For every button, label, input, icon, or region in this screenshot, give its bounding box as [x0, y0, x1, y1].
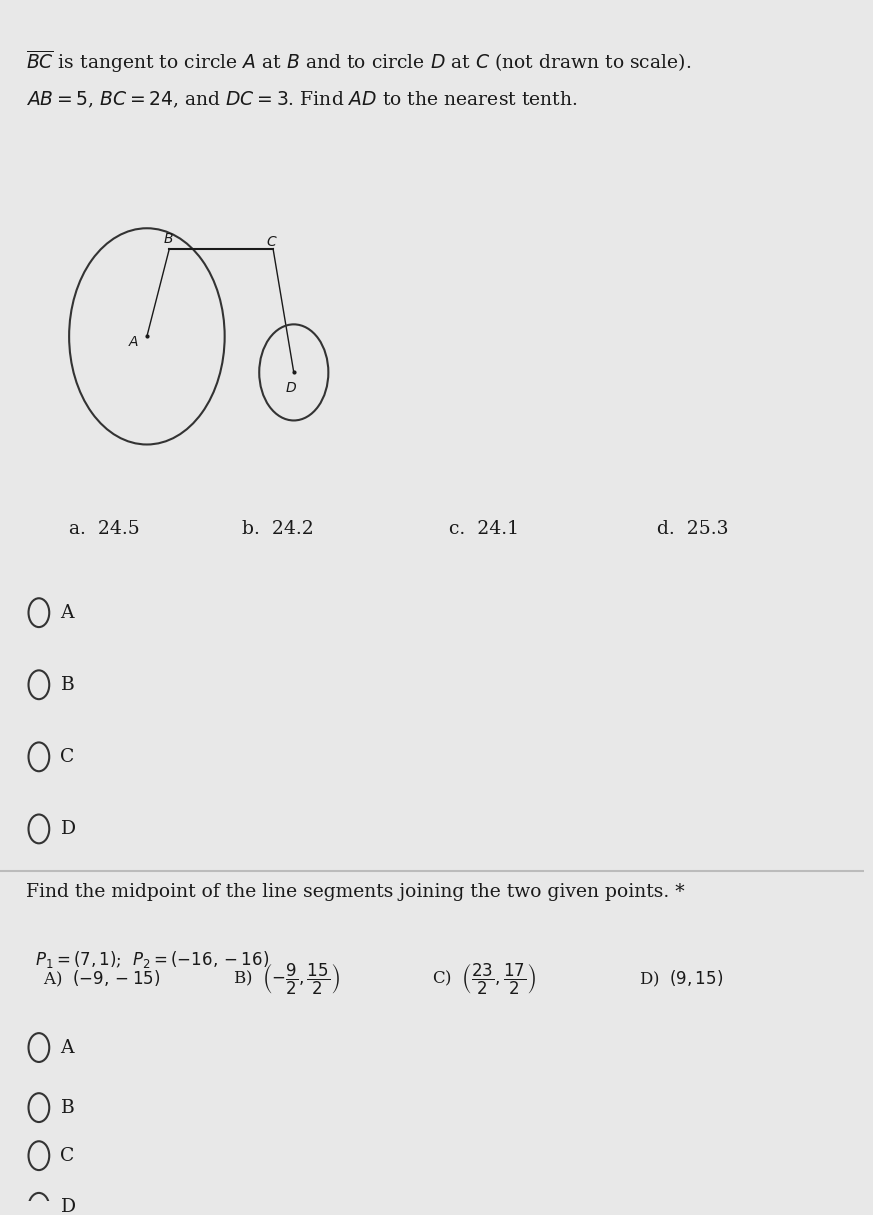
Text: $AB = 5$, $BC = 24$, and $DC = 3$. Find $AD$ to the nearest tenth.: $AB = 5$, $BC = 24$, and $DC = 3$. Find … [26, 90, 578, 111]
Text: $C$: $C$ [266, 234, 278, 249]
Text: Find the midpoint of the line segments joining the two given points. *: Find the midpoint of the line segments j… [26, 883, 684, 902]
Text: A: A [60, 1039, 74, 1057]
Text: $B$: $B$ [163, 232, 174, 247]
Text: a.  24.5: a. 24.5 [69, 520, 140, 537]
Text: d.  25.3: d. 25.3 [656, 520, 728, 537]
Text: D: D [60, 1198, 76, 1215]
Text: B: B [60, 1098, 74, 1117]
Text: C: C [60, 1147, 75, 1165]
Text: c.  24.1: c. 24.1 [450, 520, 519, 537]
Text: C)  $\left(\dfrac{23}{2}, \dfrac{17}{2}\right)$: C) $\left(\dfrac{23}{2}, \dfrac{17}{2}\r… [432, 961, 536, 996]
Text: D: D [60, 820, 76, 838]
Text: B)  $\left(-\dfrac{9}{2}, \dfrac{15}{2}\right)$: B) $\left(-\dfrac{9}{2}, \dfrac{15}{2}\r… [233, 961, 340, 996]
Text: A)  $(-9, -15)$: A) $(-9, -15)$ [43, 968, 161, 989]
Text: D)  $(9, 15)$: D) $(9, 15)$ [639, 968, 724, 989]
Text: A: A [60, 604, 74, 622]
Text: C: C [60, 748, 75, 765]
Text: $\overline{BC}$ is tangent to circle $A$ at $B$ and to circle $D$ at $C$ (not dr: $\overline{BC}$ is tangent to circle $A$… [26, 49, 691, 74]
Text: $A$: $A$ [128, 335, 140, 350]
Text: B: B [60, 676, 74, 694]
Text: $P_1 = (7, 1)$;  $P_2 = (-16, -16)$: $P_1 = (7, 1)$; $P_2 = (-16, -16)$ [35, 949, 269, 970]
Text: $D$: $D$ [285, 380, 297, 395]
Text: b.  24.2: b. 24.2 [242, 520, 313, 537]
